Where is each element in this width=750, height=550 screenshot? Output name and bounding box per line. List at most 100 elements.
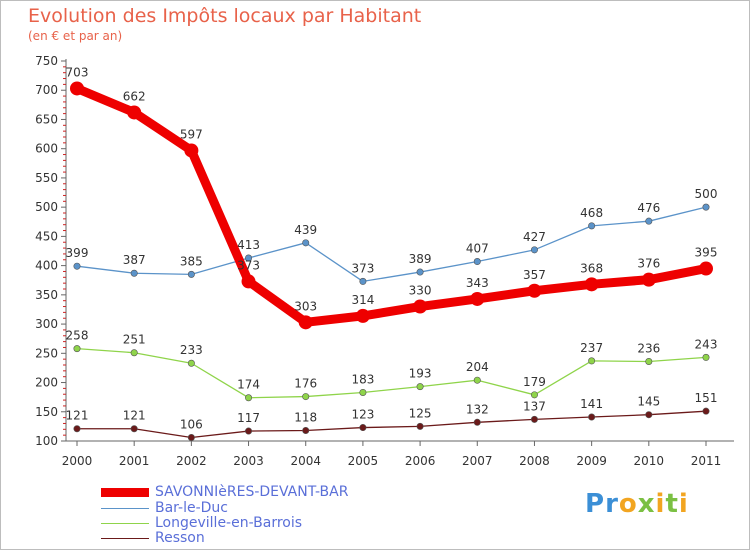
data-point-2-0 — [73, 345, 81, 353]
data-label-3-5: 123 — [351, 408, 374, 422]
data-label-3-7: 132 — [466, 402, 489, 416]
data-label-3-1: 121 — [123, 409, 146, 423]
y-tick-label-250: 250 — [35, 346, 58, 360]
data-label-1-9: 468 — [580, 206, 603, 220]
data-label-1-6: 389 — [409, 252, 432, 266]
data-label-2-4: 176 — [294, 377, 317, 391]
data-label-1-7: 407 — [466, 242, 489, 256]
y-tick-label-750: 750 — [35, 54, 58, 68]
y-tick-label-550: 550 — [35, 171, 58, 185]
data-label-1-2: 385 — [180, 254, 203, 268]
series-line-2 — [76, 347, 707, 399]
y-tick-label-500: 500 — [35, 200, 58, 214]
y-tick-label-450: 450 — [35, 229, 58, 243]
data-label-3-10: 145 — [637, 395, 660, 409]
data-point-1-8 — [530, 246, 538, 254]
y-tick-label-400: 400 — [35, 259, 58, 273]
data-label-3-6: 125 — [409, 406, 432, 420]
y-tick-label-600: 600 — [35, 142, 58, 156]
data-point-2-3 — [245, 394, 253, 402]
legend-swatch-bar-le-duc — [101, 508, 149, 509]
chart-subtitle: (en € et par an) — [28, 29, 123, 43]
data-label-0-8: 357 — [523, 268, 546, 282]
data-point-2-8 — [530, 391, 538, 399]
data-label-2-10: 236 — [637, 341, 660, 355]
legend-swatch-resson — [101, 538, 149, 539]
x-tick-label-2004: 2004 — [290, 454, 321, 468]
data-label-2-3: 174 — [237, 378, 260, 392]
data-point-2-4 — [302, 393, 310, 401]
data-label-0-6: 330 — [409, 284, 432, 298]
y-tick-label-650: 650 — [35, 112, 58, 126]
data-label-1-5: 373 — [351, 261, 374, 275]
data-label-0-3: 373 — [237, 258, 260, 272]
data-label-3-8: 137 — [523, 399, 546, 413]
series-line-1 — [76, 206, 707, 283]
data-point-3-4 — [302, 426, 310, 434]
data-label-0-10: 376 — [637, 257, 660, 271]
y-tick-label-350: 350 — [35, 288, 58, 302]
data-label-3-0: 121 — [66, 409, 89, 423]
data-point-3-1 — [130, 425, 138, 433]
data-label-0-9: 368 — [580, 261, 603, 275]
x-tick-label-2002: 2002 — [176, 454, 207, 468]
data-point-2-2 — [187, 359, 195, 367]
data-point-1-4 — [302, 239, 310, 247]
data-point-1-0 — [73, 262, 81, 270]
data-point-2-11 — [702, 353, 710, 361]
data-point-0-6 — [413, 299, 428, 314]
data-label-2-9: 237 — [580, 341, 603, 355]
data-point-1-10 — [645, 217, 653, 225]
data-label-0-11: 395 — [695, 246, 718, 260]
series-line-0 — [72, 83, 711, 327]
data-label-2-0: 258 — [66, 329, 89, 343]
data-point-0-7 — [470, 291, 485, 306]
data-label-0-7: 343 — [466, 276, 489, 290]
data-point-0-11 — [699, 261, 713, 276]
data-point-3-3 — [245, 427, 253, 435]
y-tick-label-300: 300 — [35, 317, 58, 331]
y-tick-label-100: 100 — [35, 434, 58, 448]
x-tick-label-2006: 2006 — [405, 454, 436, 468]
y-tick-label-200: 200 — [35, 376, 58, 390]
data-point-3-6 — [416, 422, 424, 430]
data-label-3-11: 151 — [695, 391, 718, 405]
data-label-1-1: 387 — [123, 253, 146, 267]
data-label-0-5: 314 — [351, 293, 374, 307]
data-label-1-4: 439 — [294, 223, 317, 237]
legend-label-savonnieres: SAVONNIèRES-DEVANT-BAR — [155, 484, 349, 500]
data-point-0-8 — [527, 283, 542, 298]
data-point-2-7 — [473, 376, 481, 384]
data-point-1-2 — [187, 270, 195, 278]
data-point-1-6 — [416, 268, 424, 276]
x-tick-label-2003: 2003 — [233, 454, 264, 468]
data-point-2-10 — [645, 357, 653, 365]
data-label-2-8: 179 — [523, 375, 546, 389]
x-tick-label-2005: 2005 — [348, 454, 379, 468]
legend-label-bar-le-duc: Bar-le-Duc — [155, 500, 229, 516]
data-label-2-6: 193 — [409, 367, 432, 381]
legend-label-resson: Resson — [155, 530, 205, 546]
data-label-0-4: 303 — [294, 299, 317, 313]
data-label-2-5: 183 — [351, 372, 374, 386]
data-point-1-5 — [359, 277, 367, 285]
legend-swatch-savonnieres — [101, 488, 149, 497]
data-point-0-2 — [184, 143, 199, 158]
chart-title: Evolution des Impôts locaux par Habitant — [28, 5, 422, 27]
data-point-0-9 — [584, 277, 599, 292]
data-point-2-1 — [130, 349, 138, 357]
data-label-1-0: 399 — [66, 246, 89, 260]
x-tick-label-2010: 2010 — [634, 454, 665, 468]
data-label-0-0: 703 — [66, 65, 89, 79]
data-point-0-10 — [641, 272, 656, 287]
proxiti-logo: Proxiti — [585, 489, 689, 519]
x-tick-label-2007: 2007 — [462, 454, 493, 468]
data-point-1-7 — [473, 258, 481, 266]
data-point-0-0 — [70, 81, 84, 96]
data-point-3-9 — [588, 413, 596, 421]
data-label-3-9: 141 — [580, 397, 603, 411]
x-tick-label-2001: 2001 — [119, 454, 150, 468]
data-label-1-3: 413 — [237, 238, 260, 252]
data-point-2-6 — [416, 383, 424, 391]
data-label-1-10: 476 — [637, 201, 660, 215]
